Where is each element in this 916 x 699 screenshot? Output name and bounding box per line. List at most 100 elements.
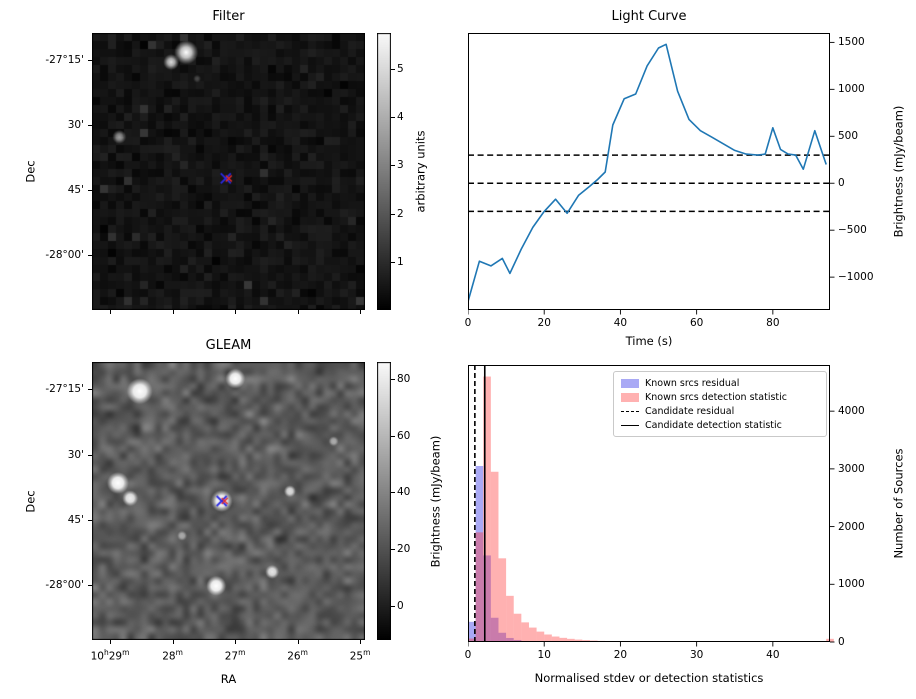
- legend-item: Candidate residual: [621, 404, 819, 418]
- histogram-bar: [468, 621, 476, 642]
- axis-tick: [172, 310, 174, 314]
- histogram-bar: [483, 555, 491, 642]
- axis-tick: [391, 435, 395, 437]
- histogram-bar: [506, 595, 514, 642]
- histogram-plot: [468, 365, 835, 647]
- gleam-colorbar-label: Brightness (mJy/beam): [428, 435, 443, 568]
- tick-label: 45': [67, 184, 84, 197]
- histogram-bar: [506, 637, 514, 642]
- tick-label: 1500: [838, 36, 865, 49]
- histogram-bar: [490, 471, 499, 642]
- axis-tick: [391, 605, 395, 607]
- tick-label: −500: [838, 224, 867, 237]
- histogram-bar: [483, 376, 491, 642]
- tick-label: 5: [397, 63, 404, 76]
- legend-item: Candidate detection statistic: [621, 418, 819, 432]
- tick-label: 2000: [838, 520, 865, 533]
- tick-label: 0: [838, 177, 845, 190]
- tick-label: 0: [397, 599, 404, 612]
- tick-label: 40: [397, 486, 411, 499]
- tick-label: 1000: [838, 578, 865, 591]
- tick-label: 45': [67, 513, 84, 526]
- legend-label: Candidate residual: [645, 405, 735, 417]
- axis-tick: [391, 69, 395, 71]
- light-curve-ylabel: Brightness (mJy/beam): [891, 105, 906, 238]
- filter-title: Filter: [212, 9, 245, 24]
- axis-tick: [391, 261, 395, 263]
- histogram-bar: [513, 639, 522, 642]
- tick-label: 80: [397, 373, 411, 386]
- axis-tick: [360, 310, 362, 314]
- histogram-bar: [567, 638, 575, 642]
- histogram-ylabel: Number of Sources: [891, 448, 906, 559]
- light-curve-line: [468, 43, 827, 302]
- gleam-title: GLEAM: [205, 338, 252, 353]
- tick-label: 4000: [838, 405, 865, 418]
- light-curve-plot: [468, 33, 835, 315]
- histogram-bar: [468, 638, 476, 642]
- axis-tick: [88, 389, 92, 391]
- axis-tick: [172, 640, 174, 644]
- histogram-bar: [544, 634, 552, 642]
- tick-label: 30: [689, 649, 704, 661]
- legend-item: Known srcs detection statistic: [621, 390, 819, 404]
- axis-tick: [391, 379, 395, 381]
- histogram-bar: [490, 617, 499, 642]
- tick-label: 1000: [838, 83, 865, 96]
- tick-label: 80: [766, 317, 780, 329]
- tick-label: -27°15': [45, 383, 84, 396]
- legend-swatch: [621, 424, 639, 426]
- tick-label: -28°00': [45, 578, 84, 591]
- gleam-ylabel: Dec: [23, 490, 38, 513]
- histogram-bar: [559, 637, 568, 642]
- axis-tick: [88, 190, 92, 192]
- histogram-bar: [475, 465, 484, 642]
- axis-tick: [110, 310, 112, 314]
- histogram-bar: [498, 632, 507, 642]
- tick-label: 40: [766, 649, 780, 661]
- tick-label: 28m: [162, 648, 183, 663]
- filter-colorbar: [377, 33, 391, 310]
- histogram-bar: [536, 631, 545, 642]
- tick-label: 10h29m: [90, 648, 130, 663]
- tick-label: 30': [67, 448, 84, 461]
- axis-tick: [391, 165, 395, 167]
- legend-label: Known srcs detection statistic: [645, 391, 787, 403]
- axes-frame: [468, 33, 830, 310]
- tick-label: 4: [397, 111, 404, 124]
- axes-frame: [468, 365, 830, 642]
- histogram-bar: [513, 613, 522, 642]
- axis-tick: [297, 640, 299, 644]
- tick-label: 30': [67, 119, 84, 132]
- tick-label: 20: [397, 543, 411, 556]
- histogram-bar: [521, 622, 529, 642]
- tick-label: 60: [689, 317, 704, 329]
- axis-tick: [110, 640, 112, 644]
- legend-swatch: [621, 392, 639, 402]
- axis-tick: [360, 640, 362, 644]
- tick-label: 0: [464, 649, 472, 661]
- axis-tick: [88, 125, 92, 127]
- tick-label: 20: [537, 317, 551, 329]
- gleam-colorbar: [377, 362, 391, 640]
- histogram-bar: [498, 558, 507, 642]
- legend-swatch: [621, 378, 639, 388]
- histogram-bar: [475, 532, 484, 642]
- tick-label: 2: [397, 207, 404, 220]
- legend-label: Candidate detection statistic: [645, 419, 782, 431]
- gleam-image: [92, 362, 365, 640]
- axis-tick: [235, 310, 237, 314]
- legend-label: Known srcs residual: [645, 377, 740, 389]
- tick-label: 60: [397, 429, 411, 442]
- legend-swatch: [621, 410, 639, 412]
- light-curve-xlabel: Time (s): [625, 334, 673, 348]
- tick-label: 26m: [287, 648, 308, 663]
- tick-label: 3: [397, 159, 404, 172]
- histogram-legend: Known srcs residual Known srcs detection …: [613, 371, 827, 437]
- histogram-bar: [528, 627, 537, 642]
- tick-label: 0: [838, 636, 845, 648]
- light-curve-title: Light Curve: [611, 9, 687, 24]
- axis-tick: [391, 213, 395, 215]
- axis-tick: [88, 454, 92, 456]
